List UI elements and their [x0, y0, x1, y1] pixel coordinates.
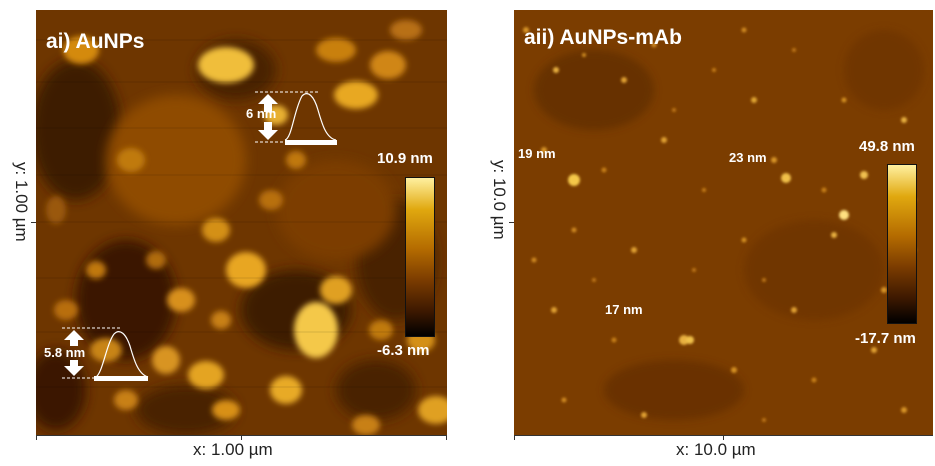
height-label-6nm: 6 nm: [246, 106, 277, 121]
colorbar-b-max-label: 49.8 nm: [859, 138, 915, 155]
colorbar-a: [405, 177, 435, 337]
y-axis-tick-b: [509, 222, 514, 223]
colorbar-a-min-label: -6.3 nm: [377, 342, 430, 359]
panel-a-title: ai) AuNPs: [46, 30, 145, 53]
x-axis-label-b: x: 10.0 µm: [676, 440, 756, 459]
height-label-23nm: 23 nm: [729, 150, 767, 165]
colorbar-b-min-label: -17.7 nm: [855, 330, 916, 347]
height-label-17nm: 17 nm: [605, 302, 643, 317]
y-axis-tick-a: [31, 222, 36, 223]
afm-topography-aunps-mab: [514, 10, 933, 435]
height-label-19nm: 19 nm: [518, 146, 556, 161]
afm-image-aunps: [36, 10, 447, 435]
height-label-5-8nm: 5.8 nm: [44, 345, 86, 360]
panel-b-title: aii) AuNPs-mAb: [524, 26, 682, 49]
x-axis-tick-a: [241, 435, 242, 440]
x-axis-tick-a: [36, 435, 37, 440]
colorbar-a-max-label: 10.9 nm: [377, 150, 433, 167]
y-axis-label-a: y: 1.00 µm: [12, 162, 31, 242]
afm-image-aunps-mab: [514, 10, 933, 435]
colorbar-b: [887, 164, 917, 324]
x-axis-tick-b: [514, 435, 515, 440]
afm-topography-aunps: [36, 10, 447, 435]
x-axis-label-a: x: 1.00 µm: [193, 440, 273, 459]
x-axis-tick-a: [446, 435, 447, 440]
y-axis-label-b: y: 10.0 µm: [490, 160, 509, 240]
x-axis-tick-b: [723, 435, 724, 440]
